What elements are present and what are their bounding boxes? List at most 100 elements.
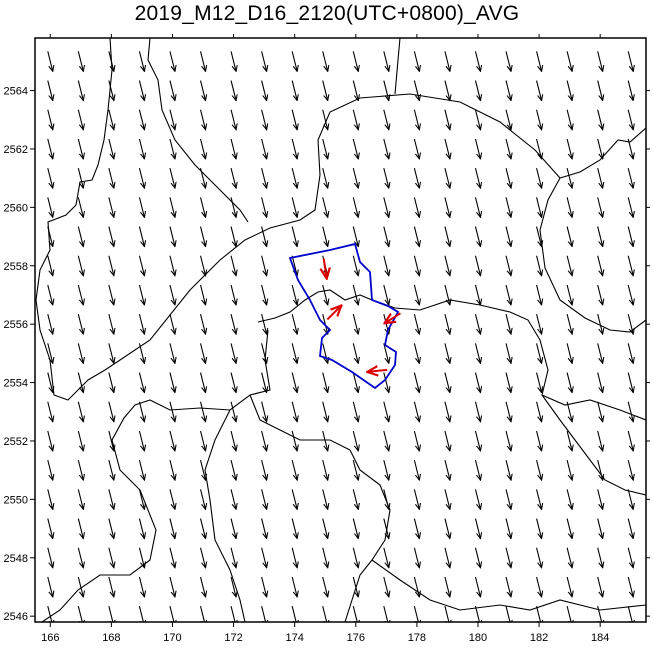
wind-arrow bbox=[597, 430, 603, 451]
wind-arrow bbox=[597, 109, 603, 130]
wind-arrow bbox=[444, 518, 450, 539]
y-tick-label: 2552 bbox=[4, 436, 28, 448]
wind-arrow bbox=[108, 138, 114, 159]
wind-arrow bbox=[77, 80, 83, 101]
wind-arrow bbox=[169, 489, 175, 509]
wind-arrow bbox=[291, 343, 297, 363]
wind-arrow bbox=[77, 460, 83, 480]
wind-arrow bbox=[261, 168, 267, 188]
wind-arrow bbox=[566, 518, 572, 539]
wind-arrow bbox=[566, 314, 572, 334]
wind-arrow bbox=[413, 314, 419, 334]
wind-arrow bbox=[474, 401, 480, 422]
wind-arrow bbox=[474, 255, 480, 276]
y-axis: 2546 2548 2550 2552 2554 2556 2558 2560 2562 2564 bbox=[4, 86, 650, 623]
wind-arrow bbox=[413, 460, 419, 480]
wind-arrow bbox=[352, 343, 358, 363]
wind-arrow bbox=[108, 51, 114, 71]
wind-arrow bbox=[597, 372, 603, 393]
wind-arrow bbox=[77, 576, 83, 597]
wind-arrow bbox=[199, 314, 206, 334]
wind-arrow bbox=[261, 226, 267, 247]
wind-arrow bbox=[597, 51, 603, 71]
wind-arrow bbox=[108, 547, 114, 568]
wind-arrow bbox=[291, 226, 297, 247]
wind-arrow bbox=[627, 314, 633, 334]
wind-arrow bbox=[444, 168, 450, 188]
wind-arrow bbox=[230, 255, 236, 276]
y-tick-label: 2546 bbox=[4, 611, 28, 623]
wind-arrow bbox=[383, 255, 389, 276]
wind-arrow bbox=[597, 197, 603, 217]
x-tick-label: 184 bbox=[591, 632, 609, 644]
wind-arrow bbox=[627, 168, 633, 188]
wind-arrow bbox=[47, 197, 53, 217]
wind-arrow bbox=[597, 138, 603, 159]
wind-arrow bbox=[474, 314, 480, 334]
wind-arrow bbox=[230, 606, 236, 622]
wind-arrow bbox=[444, 51, 450, 71]
wind-arrow bbox=[627, 576, 633, 597]
wind-arrow bbox=[261, 138, 267, 159]
wind-arrow bbox=[383, 401, 389, 422]
wind-arrow bbox=[77, 430, 83, 451]
boundary-southeast bbox=[371, 394, 646, 611]
wind-arrow bbox=[138, 401, 144, 422]
wind-arrow bbox=[536, 606, 542, 622]
wind-arrow bbox=[597, 284, 603, 305]
wind-arrow bbox=[108, 284, 114, 305]
wind-arrow bbox=[291, 606, 297, 622]
wind-arrow bbox=[566, 401, 572, 422]
wind-arrow bbox=[138, 284, 144, 305]
wind-arrow bbox=[77, 138, 83, 159]
wind-arrow bbox=[261, 372, 267, 393]
x-tick-label: 168 bbox=[102, 632, 120, 644]
wind-arrow bbox=[627, 372, 633, 393]
wind-arrow bbox=[505, 255, 511, 276]
wind-arrow bbox=[444, 489, 450, 509]
wind-arrow bbox=[199, 109, 206, 130]
wind-arrow bbox=[77, 489, 83, 509]
wind-arrow bbox=[566, 576, 572, 597]
wind-arrow bbox=[47, 547, 53, 568]
wind-arrow bbox=[169, 460, 175, 480]
wind-arrow bbox=[199, 460, 206, 480]
wind-arrow bbox=[169, 372, 175, 393]
wind-arrow bbox=[322, 576, 328, 597]
wind-arrow bbox=[138, 343, 144, 363]
wind-arrow bbox=[322, 80, 328, 101]
wind-arrow bbox=[108, 80, 114, 101]
wind-arrow bbox=[352, 372, 358, 393]
wind-arrow bbox=[77, 314, 83, 334]
wind-arrow bbox=[536, 576, 542, 597]
wind-arrow bbox=[474, 343, 480, 363]
wind-arrow bbox=[291, 547, 297, 568]
wind-arrow bbox=[77, 255, 83, 276]
wind-arrow bbox=[322, 343, 328, 363]
wind-arrow bbox=[383, 460, 389, 480]
wind-arrow bbox=[566, 226, 572, 247]
wind-arrow bbox=[505, 314, 511, 334]
wind-arrow bbox=[474, 80, 480, 101]
wind-arrow bbox=[536, 284, 542, 305]
wind-arrow bbox=[47, 255, 53, 276]
wind-arrow bbox=[291, 138, 297, 159]
wind-arrow bbox=[566, 547, 572, 568]
wind-arrow bbox=[352, 489, 358, 509]
wind-arrow bbox=[230, 518, 236, 539]
wind-arrow bbox=[77, 343, 83, 363]
wind-arrow bbox=[413, 576, 419, 597]
wind-arrow bbox=[597, 606, 603, 622]
wind-arrow bbox=[383, 284, 389, 305]
wind-arrow bbox=[505, 430, 511, 451]
wind-arrow bbox=[108, 401, 114, 422]
wind-arrow bbox=[47, 430, 53, 451]
wind-arrow bbox=[291, 576, 297, 597]
wind-arrow bbox=[474, 284, 480, 305]
wind-arrow bbox=[597, 489, 603, 509]
wind-arrow bbox=[138, 547, 144, 568]
wind-arrow bbox=[230, 576, 236, 597]
wind-arrow bbox=[291, 518, 297, 539]
wind-arrow bbox=[108, 168, 114, 188]
